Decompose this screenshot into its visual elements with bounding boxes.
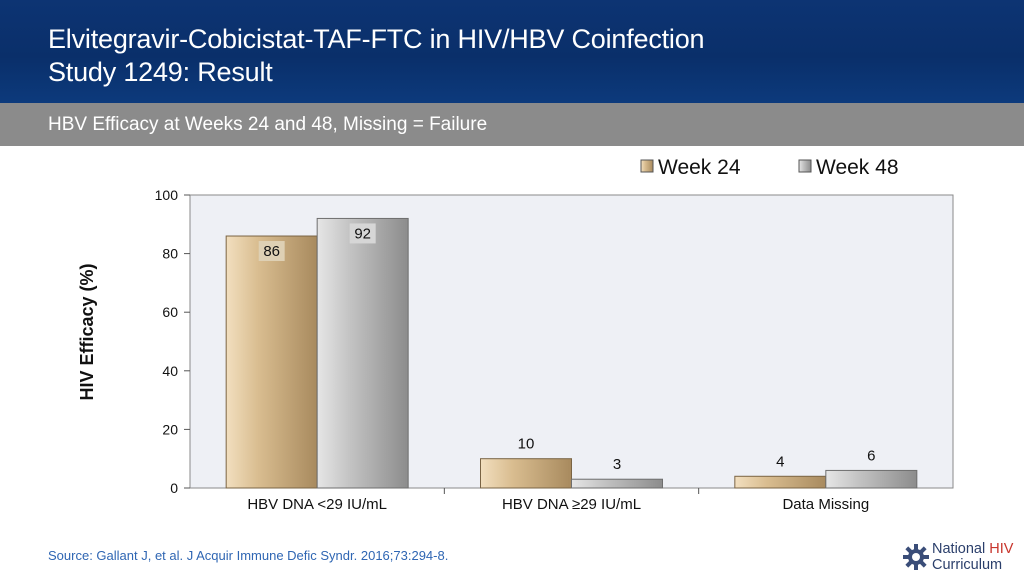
data-label-bg [349, 223, 376, 244]
week24-bar [734, 475, 827, 489]
logo-text-curriculum: Curriculum [932, 557, 1003, 573]
data-label-bg [258, 241, 285, 262]
x-tick-label: HBV DNA <29 IU/mL [247, 496, 387, 513]
logo-text-national: National [932, 541, 990, 557]
y-tick-label: 60 [162, 304, 178, 320]
x-tick-label: HBV DNA ≥29 IU/mL [502, 496, 641, 513]
x-tick-label: Data Missing [782, 496, 869, 513]
week48-bar [316, 217, 409, 489]
y-tick-label: 100 [155, 187, 179, 203]
slide-title-line2: Study 1249: Result [48, 57, 273, 87]
data-label: 4 [776, 453, 784, 470]
legend-label: Week 48 [816, 156, 899, 179]
logo-text-hiv: HIV [989, 541, 1014, 557]
data-label: 92 [354, 225, 371, 242]
y-tick-label: 40 [162, 363, 178, 379]
legend-swatch-week48 [798, 159, 812, 173]
subtitle-bar: HBV Efficacy at Weeks 24 and 48, Missing… [0, 103, 1024, 146]
data-label: 10 [518, 436, 535, 453]
data-label: 6 [867, 447, 875, 464]
slide-title-line1: Elvitegravir-Cobicistat-TAF-FTC in HIV/H… [48, 24, 705, 54]
gear-logo-icon [903, 544, 929, 570]
y-tick-label: 0 [170, 480, 178, 496]
national-hiv-curriculum-logo: National HIV Curriculum [902, 540, 1020, 574]
slide-subtitle: HBV Efficacy at Weeks 24 and 48, Missing… [48, 114, 488, 135]
source-citation: Source: Gallant J, et al. J Acquir Immun… [48, 548, 449, 563]
week48-bar [571, 478, 663, 489]
data-label: 86 [263, 243, 280, 260]
y-tick-label: 20 [162, 421, 178, 437]
legend-label: Week 24 [658, 156, 741, 179]
week24-bar [480, 458, 572, 489]
y-axis-title: HIV Efficacy (%) [77, 263, 97, 400]
legend-swatch-week24 [640, 159, 654, 173]
week24-bar [225, 235, 318, 489]
title-bar: Elvitegravir-Cobicistat-TAF-FTC in HIV/H… [0, 0, 1024, 103]
y-tick-label: 80 [162, 246, 178, 262]
data-label: 3 [613, 456, 621, 473]
week48-bar [825, 469, 918, 489]
bar-chart: 0 20 40 60 80 100 HIV Efficacy (%) HBV DNA <29 … [77, 156, 954, 513]
